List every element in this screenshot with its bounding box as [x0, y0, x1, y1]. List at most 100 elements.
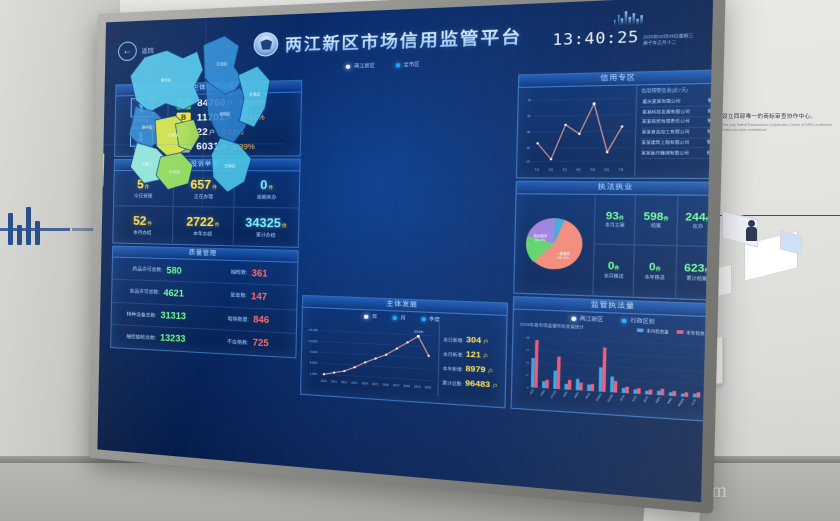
- entity-stat-unit: 户: [487, 368, 493, 374]
- law-stat-cell[interactable]: 598件 结案: [634, 195, 677, 247]
- svg-text:102496: 102496: [413, 330, 424, 334]
- svg-text:60.1%: 60.1%: [557, 255, 569, 260]
- entity-stat-list: 本日新增: 304 户本月新增: 121 户本年新增: 8979 户累计总数: 96483 户: [437, 323, 507, 401]
- header-bar-decor: [613, 8, 644, 26]
- law-stat-cell[interactable]: 93件 本月立案: [593, 194, 636, 246]
- quality-row-value: 31313: [160, 310, 186, 322]
- law-stat-value: 93件: [605, 209, 625, 222]
- quality-row-label: 不合格数:: [226, 339, 249, 347]
- supervision-toggle[interactable]: 行政区划: [621, 317, 655, 325]
- svg-text:0: 0: [527, 387, 530, 389]
- svg-text:双龙湖所: 双龙湖所: [605, 393, 614, 403]
- svg-text:复盛所: 复盛所: [653, 396, 661, 404]
- svg-text:鸳鸯所: 鸳鸯所: [538, 389, 546, 397]
- svg-text:55: 55: [527, 115, 531, 119]
- svg-text:2014: 2014: [361, 382, 368, 386]
- law-stat-cell[interactable]: 0件 本年移送: [632, 245, 676, 297]
- credit-warning-item-label: 某某商贸有限责任公司: [641, 119, 690, 125]
- legend-swatch: [636, 328, 644, 333]
- svg-text:九龙坡: 九龙坡: [168, 132, 179, 137]
- entity-stat-value: 96483: [465, 377, 491, 390]
- entity-stat-label: 本月新增:: [442, 351, 464, 358]
- entity-stat-unit: 户: [483, 338, 489, 345]
- law-stat-cell[interactable]: 0件 本月移送: [592, 244, 635, 296]
- entity-stat: 本日新增: 304 户: [443, 333, 506, 346]
- credit-warning-item[interactable]: 某某食品加工有限公司预警: [640, 127, 714, 139]
- svg-text:68: 68: [526, 337, 530, 339]
- svg-text:2020: 2020: [425, 386, 432, 390]
- entity-stat-label: 本日新增:: [443, 336, 464, 344]
- entity-stat-value: 8979: [465, 363, 486, 375]
- map-toggle-city[interactable]: 全市区: [395, 61, 420, 68]
- district-map[interactable]: 渝北区 江北区 北碚区 长寿区 巴南区 渝中区 九龙坡 大渡口 沙坪坝: [102, 17, 286, 214]
- law-stat-unit: 件: [614, 265, 620, 271]
- wall-display-tv: ← 返回 两江新区市场信用监管平台 13:40:25 2: [88, 0, 726, 514]
- law-stat-label: 累计结案: [686, 275, 708, 282]
- timeline-text-en: The only Patent Examination Cooperation …: [722, 123, 833, 133]
- credit-warning-item[interactable]: 某某医疗器械有限公司预警: [639, 148, 714, 160]
- svg-text:2013: 2013: [351, 381, 358, 385]
- law-stat-unit: 件: [655, 266, 661, 273]
- svg-text:5月: 5月: [590, 167, 595, 172]
- svg-text:1月: 1月: [535, 167, 540, 172]
- supervision-toggle[interactable]: 两江新区: [570, 315, 603, 323]
- credit-warning-item[interactable]: 某某商贸有限责任公司 警告: [640, 117, 714, 129]
- entity-line-chart: 15,000 12,000 9,000 6,000 3,000: [301, 317, 439, 396]
- complaint-cell-value: 34325件: [245, 214, 287, 231]
- svg-text:人和所: 人和所: [527, 388, 535, 396]
- svg-text:17: 17: [525, 375, 529, 378]
- svg-text:龙兴所: 龙兴所: [641, 395, 649, 403]
- complaint-cell-label: 本月办结: [133, 229, 152, 235]
- credit-warning-item[interactable]: 某某建筑工程有限公司警告: [639, 138, 714, 150]
- svg-text:34: 34: [526, 362, 530, 365]
- law-stat-value: 244件: [685, 211, 711, 223]
- law-stat-label: 在办: [692, 224, 704, 230]
- entity-stat-label: 本年新增:: [442, 365, 464, 373]
- law-stat-value: 0件: [607, 260, 620, 273]
- credit-warning-item-label: 某某食品加工有限公司: [641, 129, 690, 135]
- entity-stat-value: 304: [465, 334, 482, 346]
- svg-text:2月: 2月: [548, 167, 553, 172]
- credit-warning-item-label: 某某医疗器械有限公司: [641, 150, 690, 156]
- dashboard: ← 返回 两江新区市场信用监管平台 13:40:25 2: [97, 0, 714, 503]
- quality-row-label: 抽检数:: [230, 270, 248, 277]
- quality-row-value: 361: [251, 267, 268, 279]
- svg-text:大竹林所: 大竹林所: [548, 389, 557, 399]
- panel-map: 渝北区 江北区 北碚区 长寿区 巴南区 渝中区 九龙坡 大渡口 沙坪坝: [99, 14, 286, 224]
- svg-text:大渡口: 大渡口: [141, 161, 152, 166]
- panel-quality: 质量管理 药品许可总数: 580 抽检数: 361 食品许可总数: 4621 复查数: 147…: [110, 245, 299, 359]
- quality-row-label: 抽检抽检总数:: [126, 334, 157, 342]
- svg-text:7月: 7月: [619, 167, 624, 172]
- svg-text:渝北区: 渝北区: [161, 77, 172, 82]
- svg-text:江北区: 江北区: [216, 61, 228, 67]
- complaint-cell-label: 本年办结: [193, 230, 213, 236]
- complaint-cell-unit: 件: [214, 221, 220, 227]
- clock-date: 2020年02月05日星期三 庚子年正月十二: [643, 34, 693, 47]
- credit-warning-item-label: 某某建筑工程有限公司: [641, 140, 690, 146]
- law-stat-value: 623件: [684, 262, 710, 275]
- svg-text:北碚区: 北碚区: [219, 111, 231, 116]
- clock-time: 13:40:25: [552, 29, 640, 50]
- map-toggle-liangjiang[interactable]: 两江新区: [346, 63, 375, 70]
- credit-warning-item-label: 重庆某某有限公司: [642, 98, 681, 104]
- quality-row-value: 147: [250, 290, 268, 302]
- supervision-bar-chart: 68 51 34 17 0 人和所 鸳鸯所 大竹林所 礼嘉所 康美所 翠云所 天宫殿所 双龙湖所 回兴所龙…: [517, 330, 711, 412]
- panel-credit-zone: 信用专区 70 55 40 25 10: [515, 69, 714, 180]
- svg-text:40: 40: [527, 131, 531, 135]
- svg-text:2010: 2010: [321, 379, 328, 383]
- entity-stat: 累计总数: 96483 户: [442, 377, 505, 391]
- complaint-cell[interactable]: 34325件 累计办结: [234, 208, 299, 246]
- radio-icon: [570, 316, 576, 322]
- supervision-legend-item: 本月检查量: [636, 327, 669, 334]
- svg-text:2016: 2016: [382, 383, 389, 387]
- wall-bar-decor: [8, 205, 68, 245]
- credit-warning-list[interactable]: 信用预警信息(近7天) 重庆某某有限公司 警告 某某科技发展有限公司 预警 某某商贸有限…: [633, 83, 714, 177]
- svg-text:沙坪坝: 沙坪坝: [169, 169, 180, 174]
- svg-text:康美所: 康美所: [572, 391, 580, 399]
- quality-row-value: 13233: [159, 332, 186, 345]
- radio-selected-icon: [346, 64, 351, 69]
- svg-text:4月: 4月: [576, 167, 581, 172]
- svg-text:回兴所: 回兴所: [618, 393, 626, 401]
- svg-text:6,000: 6,000: [310, 361, 318, 365]
